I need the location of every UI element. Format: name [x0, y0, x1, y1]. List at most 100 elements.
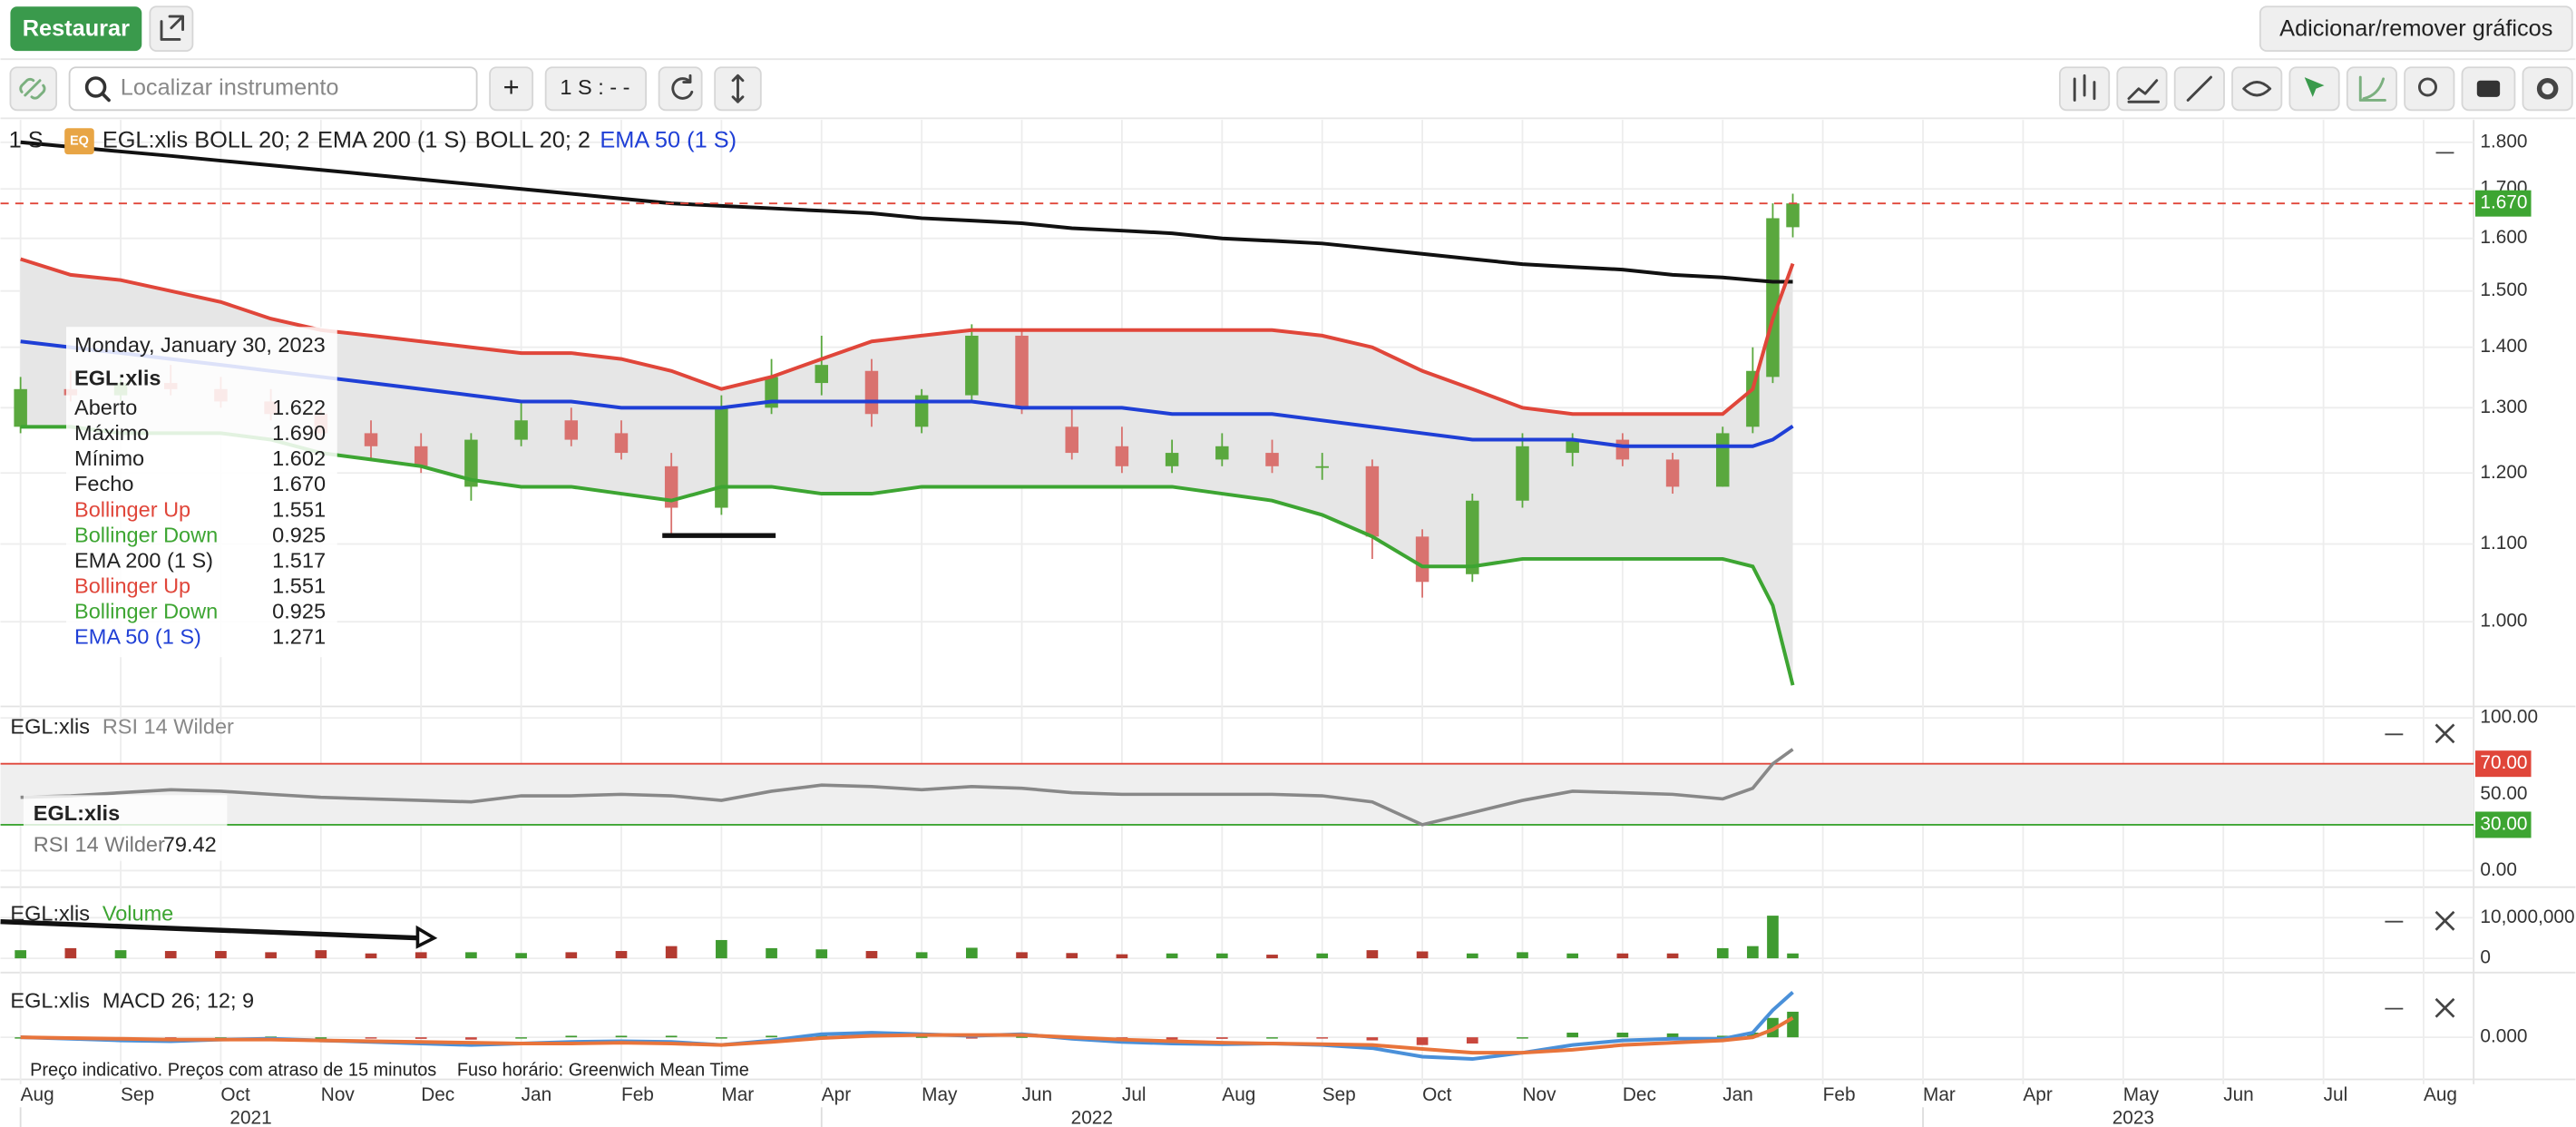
settings-button[interactable] — [2522, 66, 2573, 112]
interval-button[interactable] — [544, 66, 648, 112]
footer-note: Preço indicativo. Preços com atraso de 1… — [30, 1061, 436, 1081]
year-label: 2023 — [2113, 1107, 2154, 1127]
curve-button[interactable] — [2346, 66, 2397, 112]
volume-bar — [1316, 953, 1329, 959]
y-tick-label: 0 — [2480, 947, 2491, 968]
tooltip-row-label: Bollinger Down — [74, 600, 218, 623]
restore-button[interactable] — [10, 6, 142, 52]
histogram-bar — [1166, 1037, 1178, 1040]
add-button[interactable] — [489, 66, 534, 112]
visibility-icon — [2242, 81, 2272, 97]
macd-line — [20, 1016, 1794, 1055]
candle-body — [1365, 466, 1380, 537]
level-label: 30.00 — [2480, 813, 2527, 834]
candle-body — [1786, 203, 1800, 228]
histogram-bar — [415, 1037, 427, 1039]
histogram-bar — [1517, 1037, 1528, 1039]
x-tick-label: Aug — [2424, 1084, 2457, 1105]
volume-bar — [966, 947, 978, 959]
x-tick-label: Oct — [1422, 1084, 1452, 1105]
search-icon-handle — [101, 92, 111, 103]
bollinger-band — [20, 259, 1793, 686]
close-icon[interactable] — [2435, 910, 2455, 931]
x-tick-label: Mar — [721, 1084, 754, 1105]
x-tick-label: Mar — [1923, 1084, 1956, 1105]
histogram-bar — [1316, 1037, 1329, 1039]
volume-bar — [215, 951, 227, 959]
zoom-icon — [2417, 77, 2437, 97]
volume-bar — [565, 952, 578, 959]
footer-timezone: Fuso horário: Greenwich Mean Time — [457, 1061, 749, 1081]
draw-line-icon — [2186, 75, 2212, 102]
drawn-arrow-head — [415, 925, 438, 949]
tooltip-instrument: EGL:xlis — [74, 366, 161, 389]
x-tick-label: Aug — [1222, 1084, 1255, 1105]
histogram-bar — [1366, 1037, 1379, 1041]
histogram-bar — [665, 1035, 678, 1038]
legend-study: BOLL 20; 2 — [475, 127, 590, 152]
candle-body — [1065, 426, 1078, 454]
tooltip-row-label: Máximo — [74, 421, 149, 445]
zoom-button[interactable] — [2404, 66, 2455, 112]
candle-body — [1165, 453, 1179, 466]
tooltip-row-value: 1.551 — [272, 573, 326, 597]
candle-body — [14, 388, 27, 427]
histogram-bar — [1666, 1033, 1679, 1038]
refresh-button[interactable] — [658, 66, 703, 112]
interval-label: 1 S : - - — [560, 75, 629, 99]
indicator-line — [20, 140, 1793, 284]
search-box[interactable] — [68, 66, 478, 112]
volume-bar — [1066, 953, 1078, 959]
candle-body — [1015, 335, 1029, 408]
legend-instrument: EGL:xlis — [102, 127, 188, 152]
volume-bar — [1266, 955, 1278, 959]
volume-bar — [1416, 951, 1429, 959]
candle-body — [514, 420, 528, 440]
volume-bar — [315, 950, 327, 959]
volume-bar — [716, 939, 727, 959]
histogram-bar — [1416, 1037, 1429, 1045]
x-tick-label: Sep — [1322, 1084, 1356, 1105]
candle-body — [564, 420, 579, 440]
y-tick-label: 1.200 — [2480, 462, 2527, 483]
year-label: 2021 — [229, 1107, 271, 1127]
panel-controls — [2385, 723, 2455, 1018]
popout-icon — [160, 15, 184, 41]
tooltip-row-value: 0.925 — [272, 600, 326, 623]
visibility-button[interactable] — [2231, 66, 2283, 112]
x-tick-label: Jun — [2223, 1084, 2254, 1105]
x-tick-label: Jan — [1722, 1084, 1753, 1105]
candle-body — [664, 466, 678, 508]
volume-bar — [865, 951, 878, 959]
volume-bar — [1517, 952, 1528, 959]
histogram-bar — [716, 1037, 727, 1039]
rsi-title: RSI 14 Wilder — [102, 714, 234, 738]
histogram-bar — [615, 1035, 628, 1038]
close-icon[interactable] — [2435, 723, 2455, 744]
level-badge — [2474, 750, 2532, 778]
drawn-arrow — [0, 918, 422, 941]
candle-body — [1665, 459, 1680, 487]
x-tick-label: Apr — [2023, 1084, 2052, 1105]
candle-body — [864, 370, 879, 415]
x-tick-label: Jun — [1022, 1084, 1053, 1105]
indicators-icon — [2127, 79, 2161, 103]
toolbar-bottom: Localizar instrumento + 1 S : - - — [9, 66, 2573, 112]
histogram-bar — [1747, 1033, 1759, 1038]
histogram-bar — [565, 1035, 578, 1038]
candle-body — [1746, 370, 1760, 427]
close-icon[interactable] — [2435, 997, 2455, 1018]
x-tick-label: Dec — [1623, 1084, 1656, 1105]
volume-bar — [915, 952, 928, 959]
rsi-instrument: EGL:xlis — [10, 714, 90, 738]
candle-body — [1766, 218, 1780, 377]
histogram-bar — [365, 1037, 377, 1039]
indicators-button[interactable] — [2116, 66, 2168, 112]
x-tick-label: Sep — [121, 1084, 154, 1105]
x-tick-label: Jul — [2324, 1084, 2348, 1105]
x-tick-label: Oct — [220, 1084, 250, 1105]
candle-body — [464, 439, 478, 487]
add-remove-button[interactable] — [2259, 5, 2573, 53]
volume-bar — [1016, 952, 1028, 959]
